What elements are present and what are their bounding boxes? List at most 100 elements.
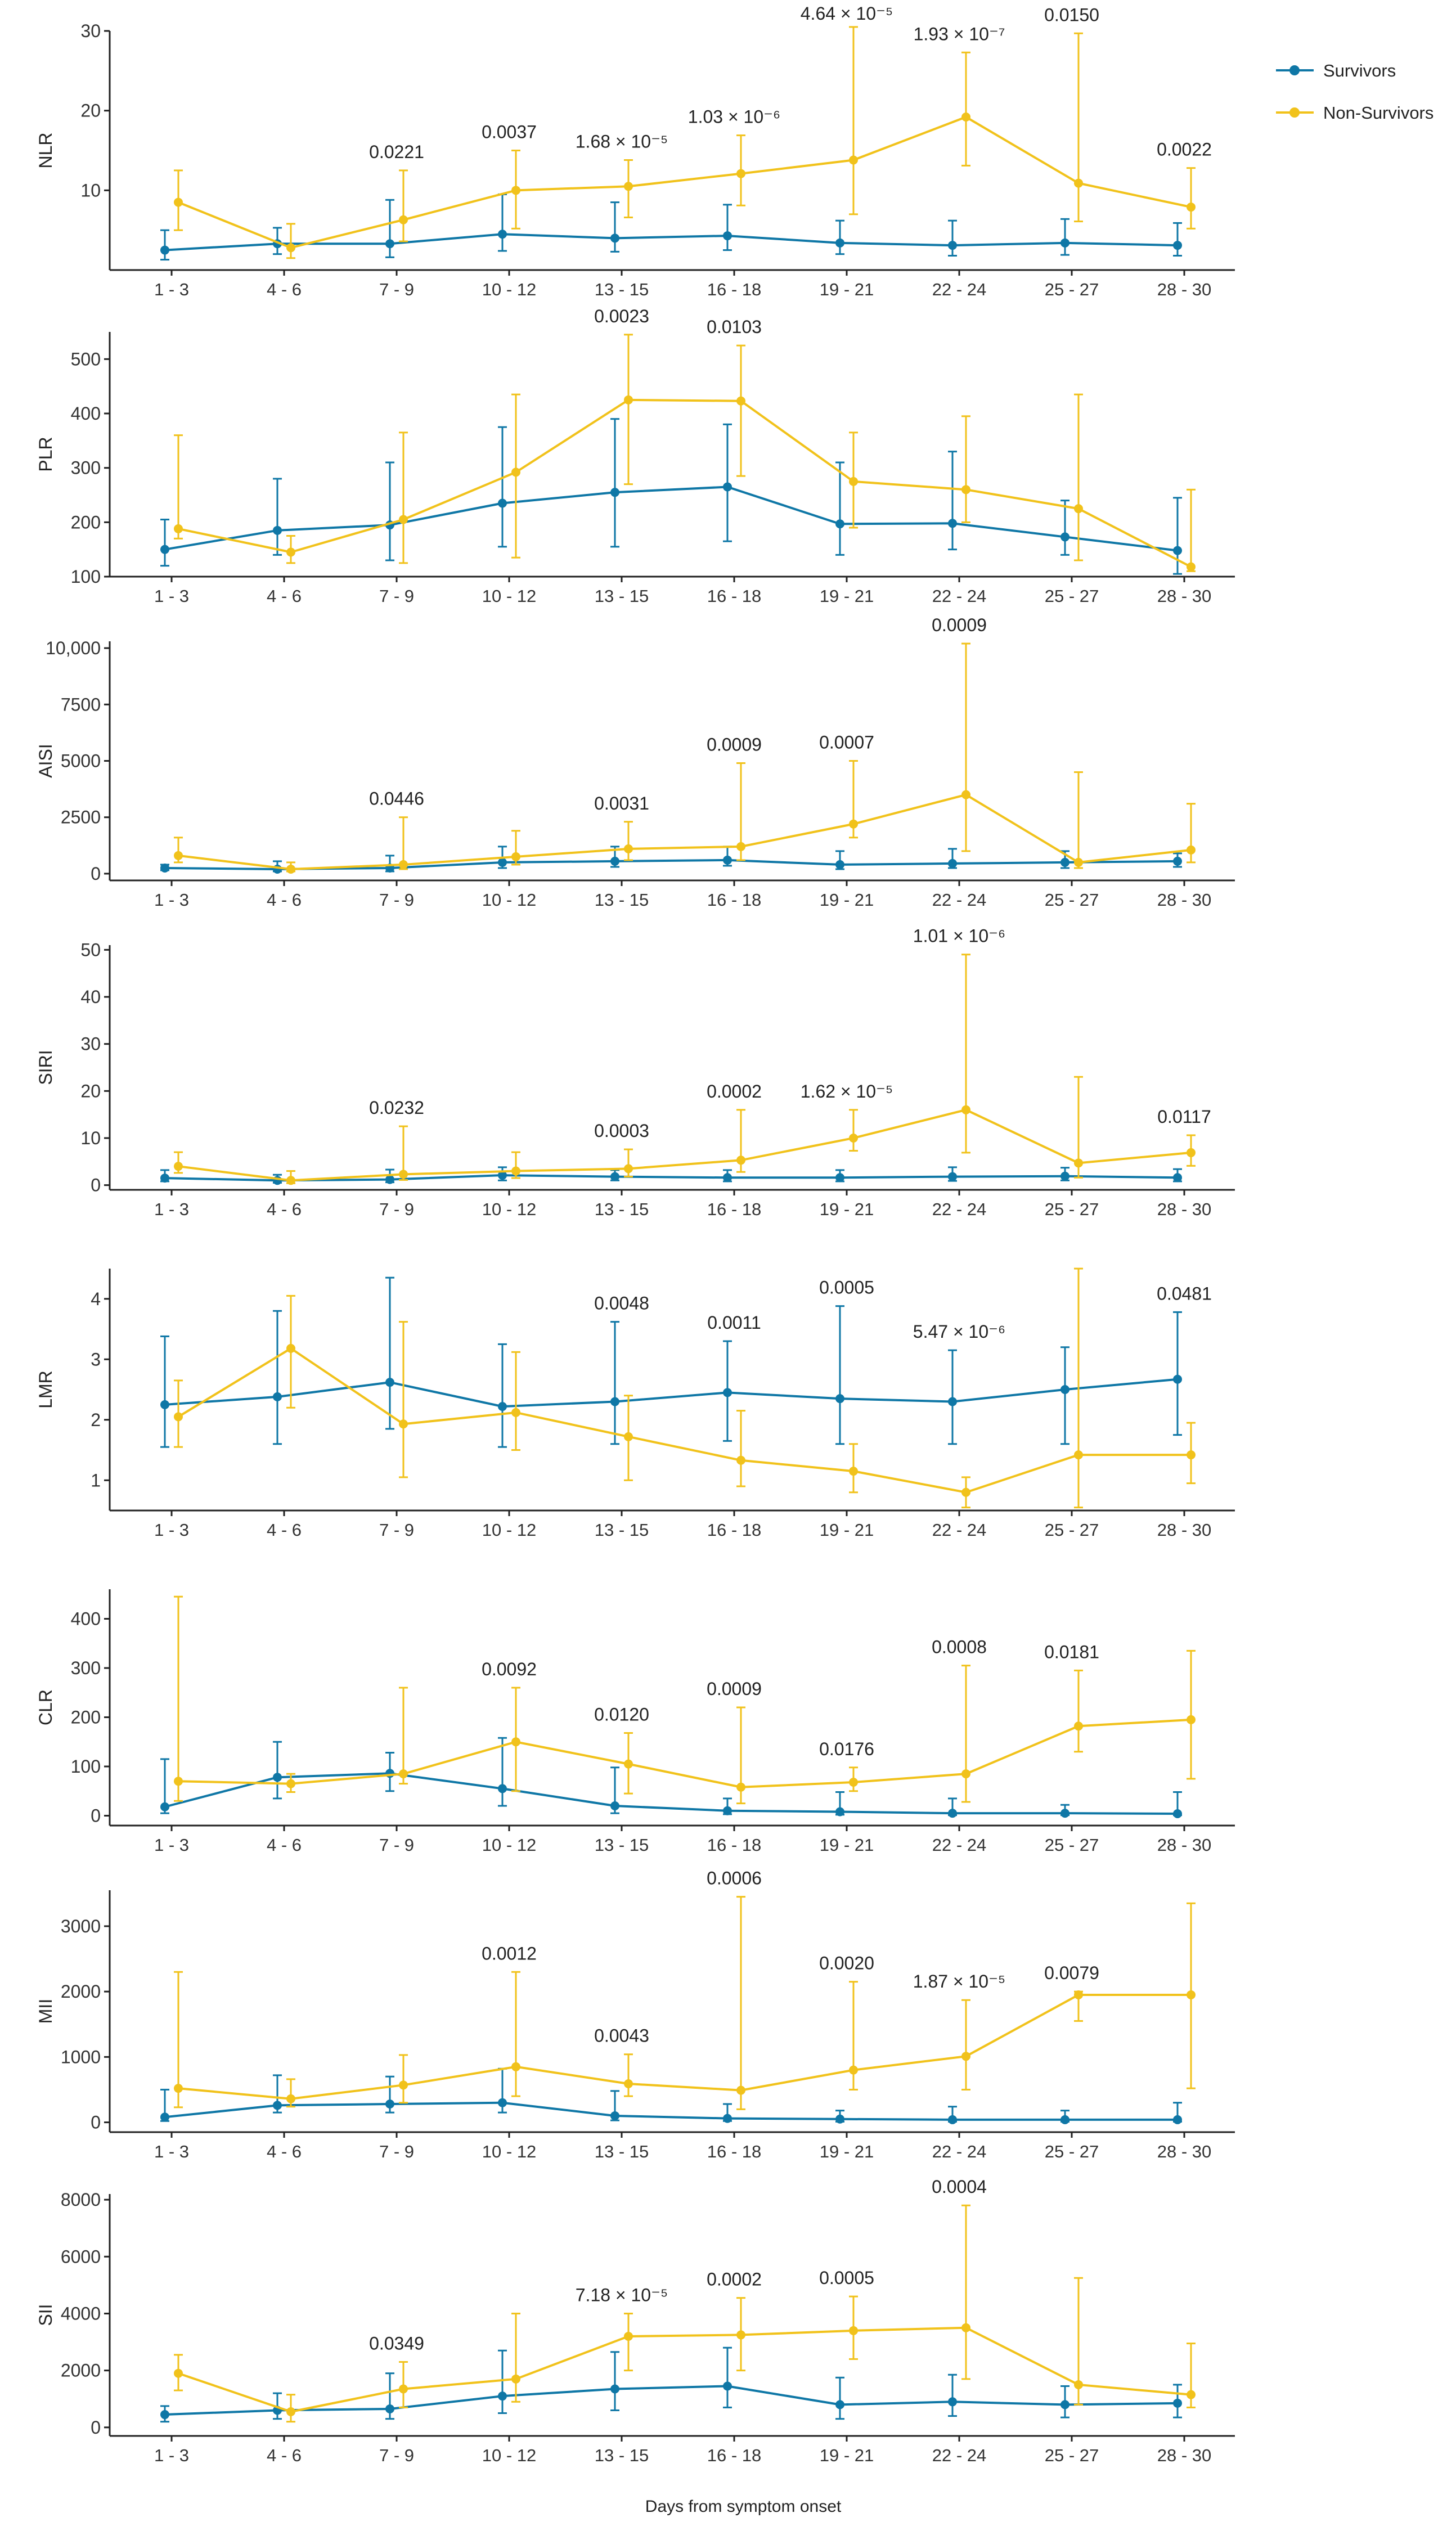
y-tick-label: 10,000 — [46, 638, 101, 658]
p-value-label: 0.0176 — [819, 1739, 874, 1759]
y-tick-label: 8000 — [61, 2190, 101, 2210]
p-value-label: 0.0031 — [594, 793, 649, 813]
p-value-label: 0.0120 — [594, 1705, 649, 1725]
x-tick-label: 19 - 21 — [820, 2142, 874, 2161]
data-point — [511, 1408, 520, 1417]
panel-lmr: 1 2 3 4 1 - 3 4 - 6 7 - 9 10 - 12 13 - 15 16 - 18… — [35, 1267, 1235, 1540]
data-point — [399, 2080, 408, 2090]
data-point — [385, 2404, 394, 2413]
data-point — [286, 864, 295, 874]
data-point — [174, 851, 183, 860]
legend-marker — [1289, 107, 1300, 118]
x-tick-label: 28 - 30 — [1157, 1835, 1212, 1855]
x-tick-label: 16 - 18 — [707, 2142, 762, 2161]
data-point — [835, 238, 844, 248]
data-point — [160, 1802, 169, 1811]
x-tick-label: 10 - 12 — [482, 1199, 537, 1219]
x-tick-label: 28 - 30 — [1157, 1199, 1212, 1219]
p-value-label: 0.0446 — [369, 789, 424, 809]
p-value-label: 1.03 × 10⁻⁶ — [688, 107, 780, 127]
data-point — [948, 241, 957, 250]
x-tick-label: 13 - 15 — [595, 1520, 649, 1540]
y-axis-title: NLR — [35, 132, 56, 168]
panel-nlr: 10 20 30 1 - 3 4 - 6 7 - 9 10 - 12 13 - 15 16 - … — [35, 3, 1235, 299]
y-tick-label: 3000 — [61, 1916, 101, 1936]
data-point — [385, 239, 394, 249]
y-tick-label: 1 — [91, 1470, 101, 1490]
data-point — [1074, 857, 1083, 867]
p-value-label: 0.0037 — [482, 122, 537, 142]
p-value-label: 1.93 × 10⁻⁷ — [914, 24, 1005, 44]
x-tick-label: 4 - 6 — [267, 586, 302, 606]
p-value-label: 1.62 × 10⁻⁵ — [801, 1081, 893, 1102]
data-point — [399, 1419, 408, 1429]
series-survivors — [160, 2067, 1182, 2124]
data-point — [1187, 2390, 1196, 2399]
x-tick-label: 19 - 21 — [820, 280, 874, 299]
x-tick-label: 22 - 24 — [932, 890, 987, 910]
x-tick-label: 25 - 27 — [1045, 890, 1099, 910]
series-survivors — [160, 1166, 1182, 1185]
series-survivors — [160, 1737, 1182, 1818]
y-tick-label: 20 — [80, 1081, 101, 1101]
data-point — [961, 113, 970, 122]
data-point — [1187, 1715, 1196, 1724]
p-value-label: 0.0008 — [932, 1637, 987, 1657]
data-point — [160, 2410, 169, 2420]
x-tick-label: 28 - 30 — [1157, 890, 1212, 910]
data-point — [498, 2391, 507, 2401]
data-point — [849, 1778, 858, 1787]
y-tick-label: 2000 — [61, 1981, 101, 2002]
data-point — [1173, 1374, 1182, 1384]
data-point — [610, 2111, 619, 2120]
x-tick-label: 28 - 30 — [1157, 280, 1212, 299]
p-value-label: 7.18 × 10⁻⁵ — [576, 2285, 668, 2305]
data-point — [1173, 546, 1182, 555]
series-survivors — [160, 418, 1182, 575]
p-value-label: 0.0221 — [369, 142, 424, 162]
p-value-label: 0.0004 — [932, 2177, 987, 2197]
p-value-label: 0.0007 — [819, 732, 874, 753]
data-point — [498, 498, 507, 508]
p-value-label: 0.0181 — [1044, 1642, 1099, 1662]
x-tick-label: 7 - 9 — [379, 1835, 414, 1855]
y-tick-label: 20 — [80, 101, 101, 121]
y-tick-label: 2000 — [61, 2361, 101, 2381]
y-tick-label: 0 — [91, 864, 101, 884]
x-tick-label: 4 - 6 — [267, 890, 302, 910]
x-tick-label: 1 - 3 — [154, 280, 189, 299]
data-point — [849, 2065, 858, 2075]
data-point — [610, 2384, 619, 2394]
data-point — [610, 233, 619, 243]
p-value-label: 1.87 × 10⁻⁵ — [913, 1971, 1006, 1991]
p-value-label: 0.0005 — [819, 2268, 874, 2288]
y-tick-label: 2500 — [61, 807, 101, 828]
series-line — [178, 1993, 1191, 2100]
data-point — [736, 1455, 745, 1465]
data-point — [723, 1806, 732, 1815]
x-tick-label: 10 - 12 — [482, 890, 537, 910]
series-line — [164, 1378, 1178, 1408]
x-tick-label: 7 - 9 — [379, 2445, 414, 2465]
data-point — [1187, 203, 1196, 212]
y-tick-label: 1000 — [61, 2047, 101, 2067]
x-tick-label: 13 - 15 — [595, 890, 649, 910]
legend-marker — [1289, 65, 1300, 75]
data-point — [286, 243, 295, 253]
y-tick-label: 500 — [71, 349, 101, 369]
data-point — [849, 2326, 858, 2335]
series-non-survivors — [174, 1267, 1196, 1509]
data-point — [273, 525, 282, 535]
y-tick-label: 30 — [80, 1034, 101, 1054]
data-point — [160, 1174, 169, 1183]
data-point — [849, 819, 858, 829]
y-tick-label: 30 — [80, 21, 101, 41]
data-point — [385, 2100, 394, 2109]
data-point — [835, 519, 844, 529]
x-tick-label: 4 - 6 — [267, 1520, 302, 1540]
x-tick-label: 1 - 3 — [154, 2445, 189, 2465]
data-point — [723, 2381, 732, 2391]
data-point — [961, 2052, 970, 2061]
data-point — [610, 488, 619, 497]
